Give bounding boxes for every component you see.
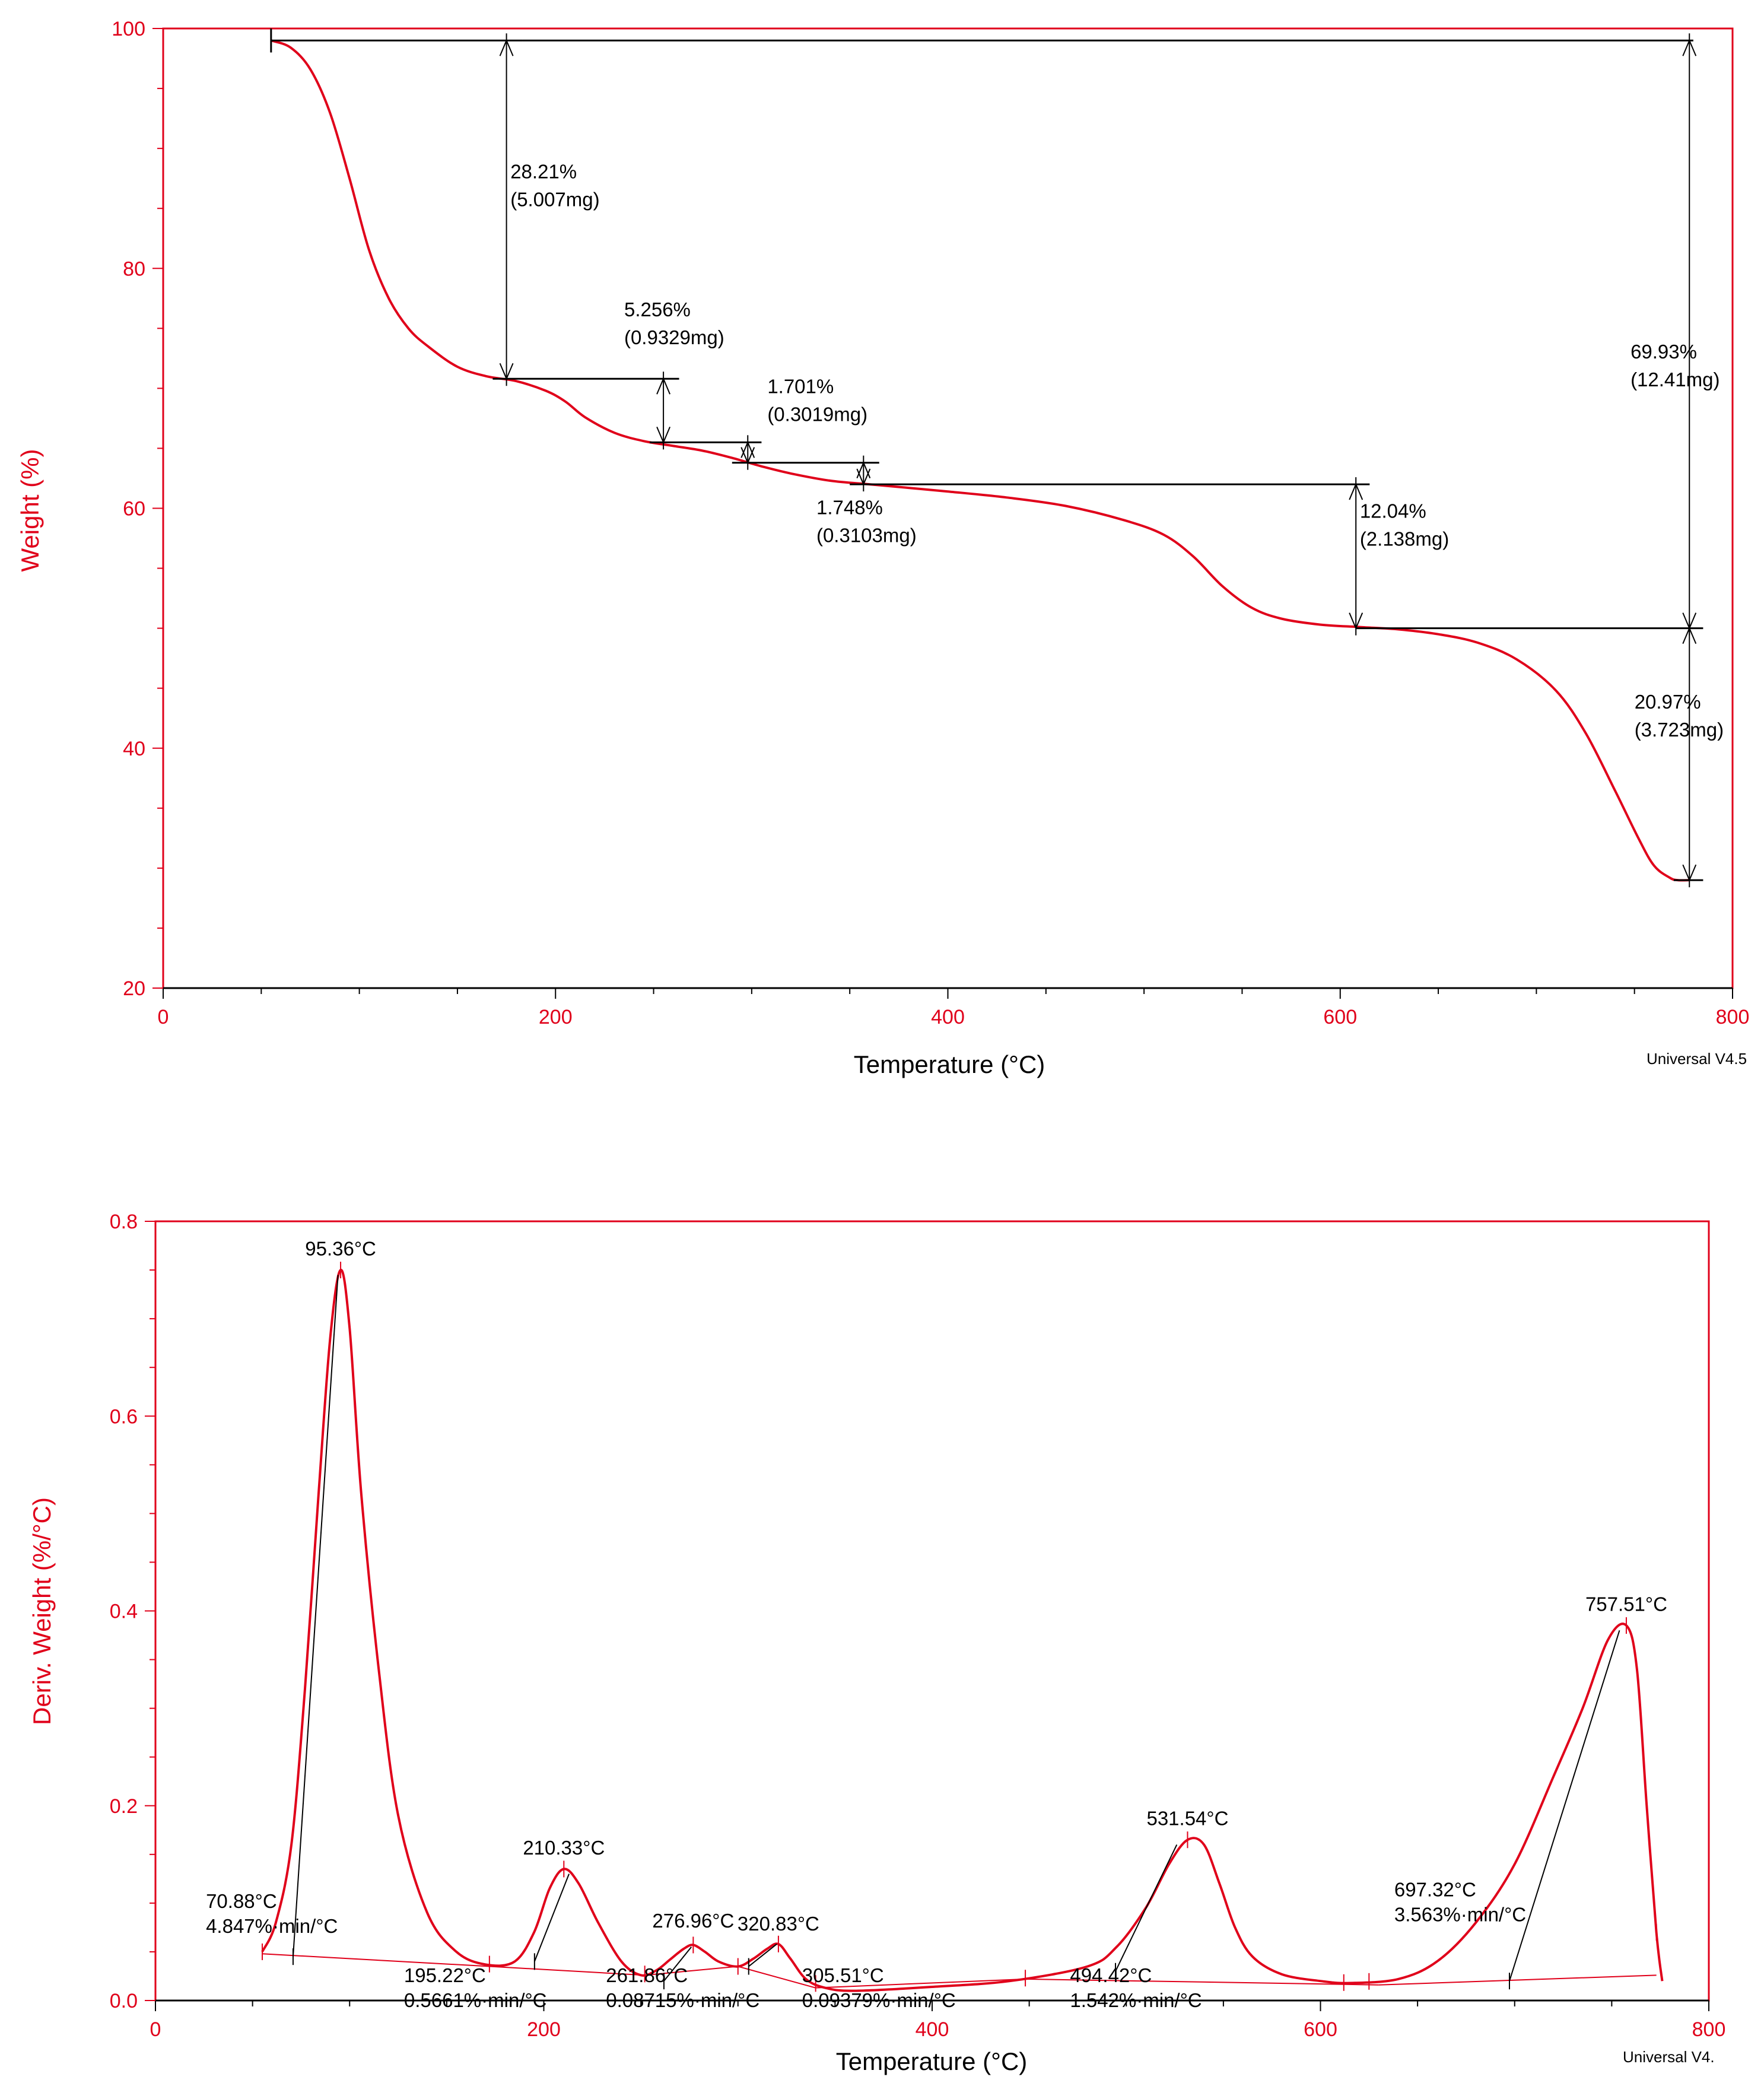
onset-tangent — [533, 1874, 570, 1962]
x-tick-label: 400 — [931, 1006, 965, 1028]
step-percent-label: 1.748% — [816, 497, 883, 519]
onset-temp-label: 195.22°C — [404, 1964, 486, 1986]
weight-step-annotations: 28.21% (5.007mg) 5.256% (0.9329mg) 1.701% (0.… — [270, 28, 1724, 888]
onset-tangent — [1115, 1844, 1178, 1972]
step-arrow-head-bottom — [656, 426, 671, 444]
y-tick-label: 0.2 — [110, 1795, 138, 1818]
x-tick-label: 800 — [1716, 1006, 1750, 1028]
step-arrow-head-top — [1349, 482, 1363, 500]
peak-label: 757.51°C — [1585, 1593, 1667, 1615]
deriv-peak-annotations: 95.36°C 210.33°C 276.96°C 320.83°C 531.54°C 7… — [206, 1237, 1667, 2011]
x-tick-label: 600 — [1304, 2018, 1337, 2041]
baseline-segment — [262, 1953, 490, 1967]
deriv-weight-chart: 0 200 400 600 800 0.0 0.2 0.4 0.6 0.8 95.36°C 210.… — [28, 1211, 1725, 2075]
x-tick-label: 200 — [527, 2018, 561, 2041]
deriv-axes: 0 200 400 600 800 0.0 0.2 0.4 0.6 0.8 — [110, 1211, 1726, 2041]
onset-tangent — [663, 1947, 692, 1982]
x-tick-label: 400 — [916, 2018, 949, 2041]
weight-footer: Universal V4.5 — [1647, 1050, 1747, 1068]
x-tick-label: 600 — [1323, 1006, 1357, 1028]
y-tick-label: 60 — [123, 498, 145, 520]
y-tick-label: 0.8 — [110, 1211, 138, 1233]
y-tick-label: 80 — [123, 258, 145, 280]
y-tick-label: 20 — [123, 977, 145, 1000]
peak-label: 320.83°C — [738, 1913, 819, 1935]
onset-tangent — [1509, 1630, 1620, 1982]
baseline-segment — [1378, 1974, 1657, 1986]
peak-label: 276.96°C — [652, 1910, 734, 1932]
onset-rate-label: 0.09379%·min/°C — [802, 1989, 956, 2011]
step-mass-label: (0.3019mg) — [767, 403, 867, 425]
y-tick-label: 40 — [123, 738, 145, 760]
y-tick-label: 0.6 — [110, 1405, 138, 1428]
onset-rate-label: 0.08715%·min/°C — [606, 1989, 759, 2011]
step-arrow-head-bottom — [1349, 612, 1363, 630]
onset-rate-label: 4.847%·min/°C — [206, 1915, 338, 1937]
step-mass-label: (3.723mg) — [1635, 719, 1724, 741]
step-arrow-head-bottom — [856, 468, 871, 486]
baseline-segment — [489, 1965, 645, 1976]
y-tick-label: 100 — [112, 18, 145, 40]
onset-tangent — [748, 1944, 777, 1967]
deriv-footer: Universal V4. — [1623, 2048, 1715, 2066]
weight-curve — [271, 39, 1690, 882]
step-mass-label: (2.138mg) — [1360, 528, 1449, 550]
x-tick-label: 800 — [1692, 2018, 1726, 2041]
step-percent-label: 69.93% — [1630, 341, 1697, 363]
baseline-segment — [1025, 1978, 1379, 1986]
onset-rate-label: 1.542%·min/°C — [1070, 1989, 1202, 2011]
step-mass-label: (12.41mg) — [1630, 369, 1719, 390]
step-percent-label: 28.21% — [510, 161, 577, 183]
onset-temp-label: 494.42°C — [1070, 1964, 1152, 1986]
deriv-x-axis-title: Temperature (°C) — [836, 2047, 1028, 2075]
onset-temp-label: 70.88°C — [206, 1890, 277, 1912]
step-mass-label: (5.007mg) — [510, 189, 599, 211]
peak-label: 210.33°C — [523, 1837, 605, 1859]
y-tick-label: 0.0 — [110, 1990, 138, 2012]
onset-rate-label: 3.563%·min/°C — [1394, 1903, 1526, 1925]
onset-tangent — [292, 1275, 339, 1957]
baseline-segment — [738, 1965, 816, 1989]
step-mass-label: (0.3103mg) — [816, 525, 917, 547]
weight-chart: 0 200 400 600 800 20 40 60 80 100 28.21% (5.007mg)… — [16, 18, 1749, 1078]
weight-plot-frame — [162, 27, 1734, 989]
onset-temp-label: 261.86°C — [606, 1964, 688, 1986]
step-mass-label: (0.9329mg) — [624, 326, 724, 348]
weight-x-axis-title: Temperature (°C) — [854, 1050, 1045, 1078]
deriv-y-axis-title: Deriv. Weight (%/°C) — [28, 1497, 56, 1725]
onset-temp-label: 697.32°C — [1394, 1878, 1476, 1900]
weight-axes: 0 200 400 600 800 20 40 60 80 100 — [112, 18, 1749, 1028]
step-arrow-head-bottom — [1682, 864, 1697, 882]
baseline-segment — [815, 1978, 1026, 1989]
step-arrow-head-top — [656, 377, 671, 395]
deriv-curve — [261, 1269, 1664, 1992]
y-tick-label: 0.4 — [110, 1601, 138, 1623]
step-percent-label: 1.701% — [767, 375, 834, 397]
weight-y-axis-title: Weight (%) — [16, 449, 44, 572]
x-tick-label: 200 — [539, 1006, 573, 1028]
peak-label: 531.54°C — [1146, 1808, 1228, 1830]
x-tick-label: 0 — [158, 1006, 169, 1028]
step-arrow-head-top — [499, 39, 514, 56]
peak-label: 95.36°C — [305, 1237, 376, 1259]
x-tick-label: 0 — [150, 2018, 161, 2041]
step-percent-label: 20.97% — [1635, 691, 1701, 713]
step-percent-label: 5.256% — [624, 299, 691, 320]
step-arrow-head-bottom — [499, 363, 514, 380]
baseline-segment — [644, 1965, 738, 1976]
step-percent-label: 12.04% — [1360, 500, 1426, 522]
total-arrow-head-bottom — [1682, 612, 1697, 630]
step-arrow-head-bottom — [740, 447, 755, 465]
onset-rate-label: 0.5661%·min/°C — [404, 1989, 547, 2011]
total-arrow-head-top — [1682, 39, 1697, 56]
onset-temp-label: 305.51°C — [802, 1964, 884, 1986]
